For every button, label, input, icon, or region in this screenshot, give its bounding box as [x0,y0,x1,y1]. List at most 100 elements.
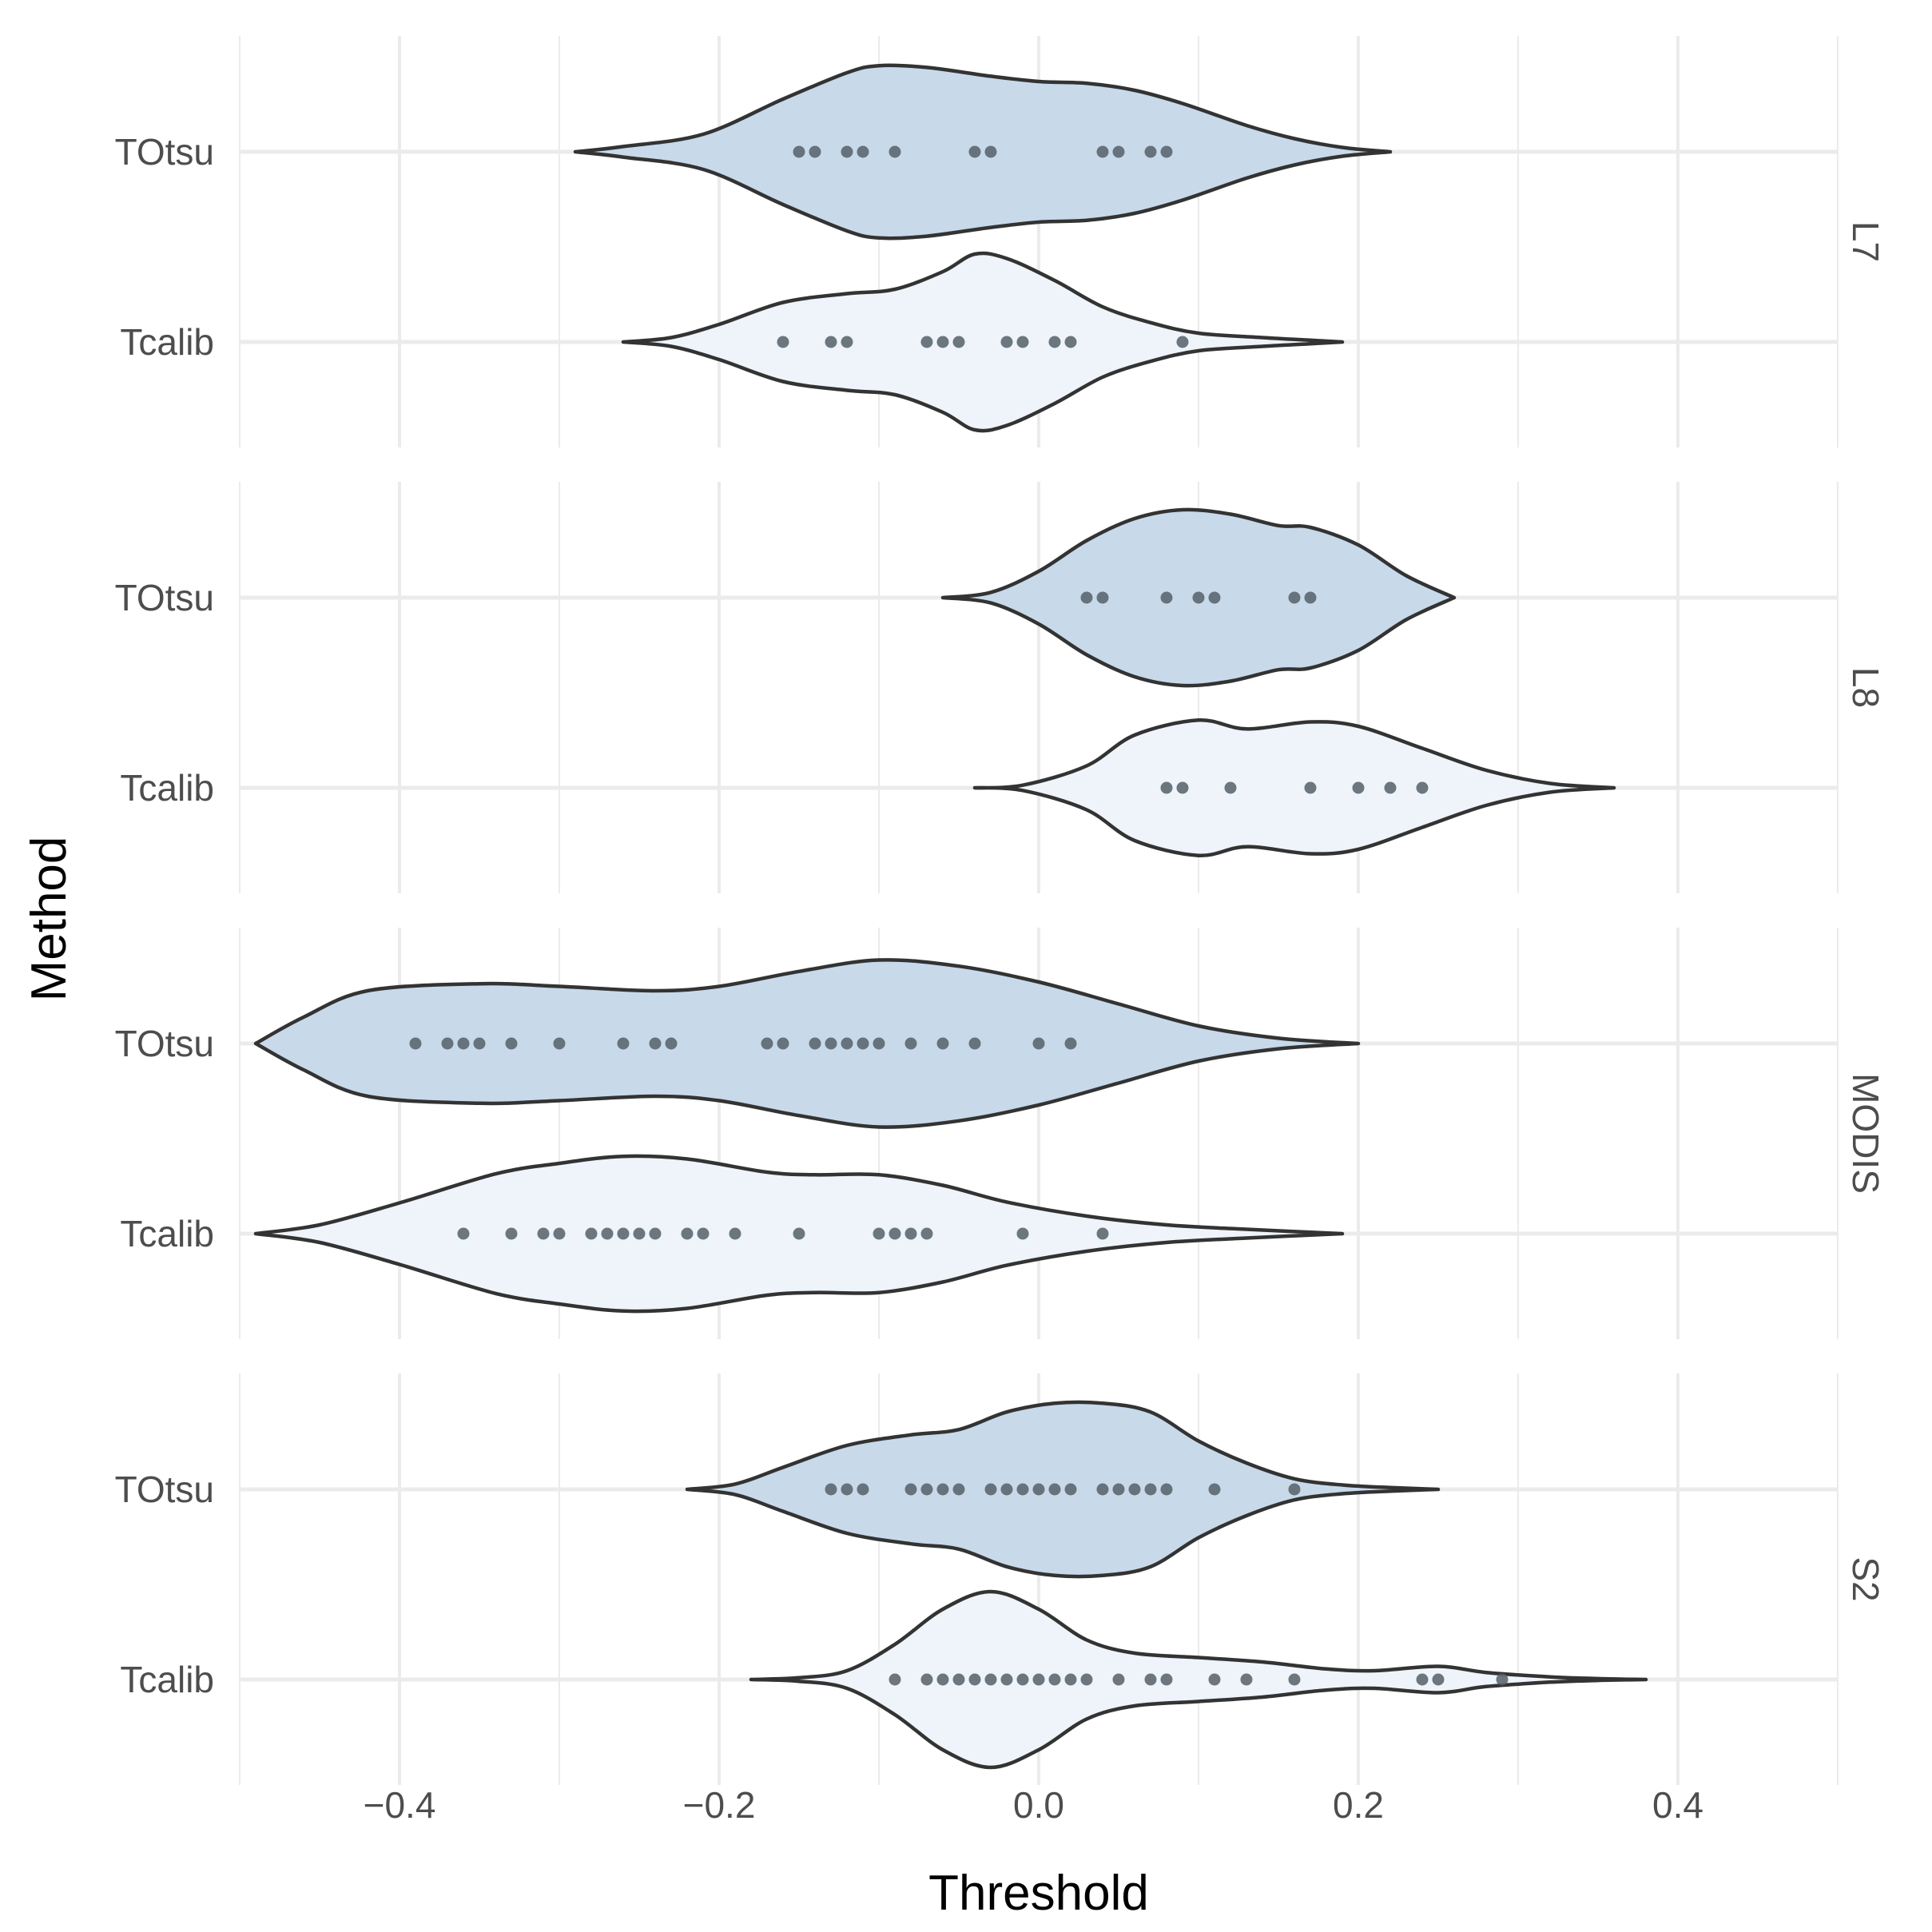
data-point-s2-tcalib [1416,1673,1429,1686]
data-point-s2-tcalib [1208,1673,1221,1686]
data-point-l8-tcalib [1176,781,1189,794]
facet-label-modis: MODIS [1845,1073,1886,1194]
data-point-modis-totsu [904,1037,917,1050]
data-point-l7-totsu [1096,145,1109,158]
data-point-s2-totsu [1128,1483,1141,1496]
data-point-modis-totsu [777,1037,789,1050]
data-point-s2-tcalib [1032,1673,1045,1686]
violin-l7-tcalib [621,251,1345,433]
data-point-modis-totsu [968,1037,981,1050]
data-point-modis-tcalib [633,1227,646,1240]
data-point-s2-tcalib [936,1673,949,1686]
data-point-l7-totsu [888,145,901,158]
data-point-modis-tcalib [729,1227,741,1240]
data-point-s2-totsu [1048,1483,1061,1496]
data-point-s2-totsu [1000,1483,1013,1496]
data-point-l8-totsu [1080,591,1093,604]
data-point-s2-totsu [857,1483,869,1496]
data-point-modis-totsu [936,1037,949,1050]
violin-l8-tcalib [972,718,1616,857]
data-point-l7-tcalib [1176,336,1189,348]
data-point-s2-totsu [1112,1483,1125,1496]
data-point-modis-tcalib [649,1227,662,1240]
data-point-l8-totsu [1096,591,1109,604]
data-point-s2-tcalib [1016,1673,1029,1686]
data-point-s2-totsu [1288,1483,1301,1496]
facet-label-l8: L8 [1845,667,1886,708]
data-point-modis-totsu [649,1037,662,1050]
data-point-s2-tcalib [1048,1673,1061,1686]
violin-l7-totsu [573,63,1393,241]
data-point-s2-totsu [952,1483,965,1496]
x-tick-label: 0.4 [1652,1784,1703,1826]
data-point-modis-totsu [441,1037,454,1050]
data-point-l8-tcalib [1384,781,1397,794]
data-point-modis-totsu [857,1037,869,1050]
label-layer: L7 TOtsu Tcalib L8 TOtsu Tcalib MODIS TOtsu Tcal… [115,131,1886,1826]
data-point-s2-tcalib [920,1673,933,1686]
data-point-modis-tcalib [601,1227,614,1240]
data-point-modis-totsu [505,1037,518,1050]
data-point-l7-tcalib [952,336,965,348]
y-tick-label-l7-tcalib: Tcalib [120,321,214,363]
facet-label-l7: L7 [1845,221,1886,262]
data-point-l7-totsu [984,145,997,158]
data-point-s2-totsu [1016,1483,1029,1496]
data-point-modis-totsu [873,1037,885,1050]
data-point-l8-totsu [1160,591,1173,604]
data-point-s2-tcalib [1160,1673,1173,1686]
data-point-s2-tcalib [984,1673,997,1686]
data-point-l7-totsu [1112,145,1125,158]
y-tick-label-s2-totsu: TOtsu [115,1469,214,1510]
data-point-l8-tcalib [1352,781,1365,794]
data-point-modis-tcalib [873,1227,885,1240]
x-tick-label: −0.4 [364,1784,436,1826]
data-point-s2-totsu [984,1483,997,1496]
data-point-l7-totsu [968,145,981,158]
data-point-modis-totsu [665,1037,678,1050]
data-point-modis-tcalib [1016,1227,1029,1240]
data-point-modis-totsu [473,1037,486,1050]
data-point-modis-totsu [825,1037,837,1050]
y-axis-title: Method [22,837,77,1002]
y-tick-label-l8-totsu: TOtsu [115,577,214,618]
data-point-s2-totsu [920,1483,933,1496]
data-point-s2-tcalib [1288,1673,1301,1686]
data-point-s2-tcalib [1080,1673,1093,1686]
data-point-s2-tcalib [1496,1673,1509,1686]
data-point-modis-totsu [761,1037,773,1050]
data-point-l7-tcalib [920,336,933,348]
data-point-modis-tcalib [537,1227,550,1240]
data-point-l7-tcalib [841,336,853,348]
data-point-s2-totsu [1064,1483,1077,1496]
data-point-l7-tcalib [1048,336,1061,348]
data-point-l8-tcalib [1304,781,1317,794]
data-point-s2-totsu [1032,1483,1045,1496]
data-point-l8-totsu [1288,591,1301,604]
data-point-s2-totsu [904,1483,917,1496]
data-point-modis-tcalib [888,1227,901,1240]
x-tick-label: 0.0 [1013,1784,1064,1826]
x-tick-label: −0.2 [683,1784,756,1826]
data-point-l7-totsu [809,145,821,158]
data-point-modis-totsu [809,1037,821,1050]
data-point-s2-tcalib [1432,1673,1445,1686]
data-point-modis-totsu [617,1037,630,1050]
data-point-l8-tcalib [1416,781,1429,794]
data-point-s2-tcalib [968,1673,981,1686]
data-point-modis-tcalib [904,1227,917,1240]
data-point-modis-totsu [1032,1037,1045,1050]
data-point-l8-totsu [1192,591,1205,604]
data-point-modis-tcalib [920,1227,933,1240]
data-point-modis-tcalib [505,1227,518,1240]
violin-s2-totsu [685,1400,1441,1579]
y-tick-label-modis-totsu: TOtsu [115,1023,214,1064]
data-point-l8-totsu [1304,591,1317,604]
data-point-l8-tcalib [1224,781,1237,794]
data-point-l7-tcalib [936,336,949,348]
y-tick-label-l8-tcalib: Tcalib [120,767,214,809]
data-point-modis-tcalib [457,1227,470,1240]
data-point-l7-totsu [857,145,869,158]
data-point-s2-tcalib [1240,1673,1253,1686]
